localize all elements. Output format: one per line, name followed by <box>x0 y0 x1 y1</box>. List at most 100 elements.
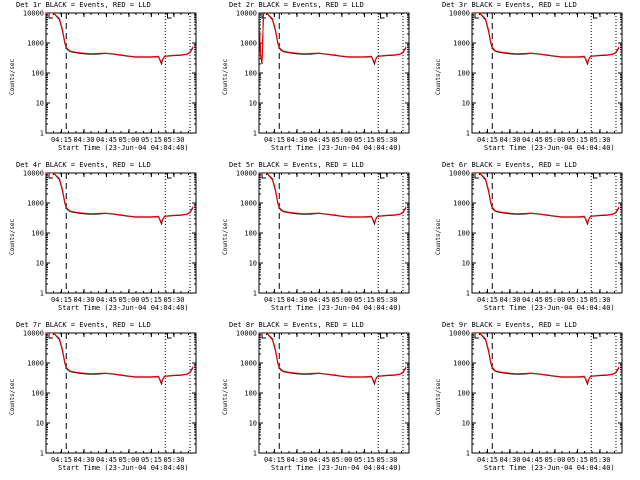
top-marker <box>380 173 385 179</box>
x-tick-label: 05:00 <box>544 456 565 464</box>
lld-series-line <box>259 173 407 225</box>
y-tick-label: 10 <box>36 260 44 268</box>
x-tick-label: 04:30 <box>499 296 520 304</box>
x-tick-label: 04:45 <box>96 296 117 304</box>
x-tick-label: 05:30 <box>589 296 610 304</box>
panel-title: Det 9r BLACK = Events, RED = LLD <box>442 321 577 329</box>
y-tick-label: 1000 <box>240 360 257 368</box>
events-series-line <box>46 333 194 386</box>
x-axis-label: Start Time (23-Jun-04 04:04:40) <box>484 464 615 472</box>
top-marker <box>48 333 53 339</box>
x-tick-label: 05:30 <box>589 456 610 464</box>
events-series-line <box>472 333 620 386</box>
x-tick-label: 05:30 <box>376 296 397 304</box>
x-tick-label: 05:15 <box>567 136 588 144</box>
lld-series-line <box>259 333 407 385</box>
top-marker <box>261 13 266 19</box>
x-tick-label: 05:00 <box>118 456 139 464</box>
x-tick-label: 05:00 <box>544 296 565 304</box>
events-series-line <box>259 13 407 66</box>
top-marker <box>167 333 172 339</box>
plot-frame <box>258 172 410 294</box>
x-tick-label: 04:45 <box>522 456 543 464</box>
x-axis-label: Start Time (23-Jun-04 04:04:40) <box>271 144 402 152</box>
detector-panel-3: Det 3r BLACK = Events, RED = LLD 1 10 100 10… <box>426 0 639 160</box>
y-tick-label: 10000 <box>23 330 44 338</box>
y-tick-label: 1 <box>253 290 257 298</box>
x-tick-label: 05:00 <box>118 296 139 304</box>
panel-title: Det 1r BLACK = Events, RED = LLD <box>16 1 151 9</box>
panel-svg: 1 10 100 1000 10000 04:15 04:30 04:45 05:00 05:15… <box>236 330 410 464</box>
y-tick-label: 1000 <box>240 200 257 208</box>
x-axis-label: Start Time (23-Jun-04 04:04:40) <box>58 464 189 472</box>
x-axis-label: Start Time (23-Jun-04 04:04:40) <box>58 144 189 152</box>
y-tick-label: 1 <box>466 290 470 298</box>
x-tick-label: 04:45 <box>522 296 543 304</box>
y-axis-label: Counts/sec <box>9 218 16 255</box>
detector-panel-8: Det 8r BLACK = Events, RED = LLD 1 10 100 10… <box>213 320 426 480</box>
x-tick-label: 04:15 <box>51 456 72 464</box>
x-tick-label: 04:15 <box>477 296 498 304</box>
detector-panel-9: Det 9r BLACK = Events, RED = LLD 1 10 100 10… <box>426 320 639 480</box>
series-group <box>472 333 620 386</box>
detector-panel-2: Det 2r BLACK = Events, RED = LLD 1 10 100 10… <box>213 0 426 160</box>
x-tick-label: 04:30 <box>73 136 94 144</box>
y-axis-label: Counts/sec <box>222 218 229 255</box>
y-axis-label: Counts/sec <box>222 378 229 415</box>
y-tick-label: 10 <box>36 420 44 428</box>
x-axis-label: Start Time (23-Jun-04 04:04:40) <box>484 304 615 312</box>
y-tick-label: 100 <box>457 230 470 238</box>
top-marker <box>593 173 598 179</box>
plot-frame <box>258 332 410 454</box>
y-tick-label: 100 <box>244 230 257 238</box>
y-tick-label: 100 <box>457 390 470 398</box>
y-tick-label: 10 <box>462 420 470 428</box>
events-series-line <box>46 13 194 66</box>
x-tick-label: 04:45 <box>309 296 330 304</box>
plot-frame <box>471 332 623 454</box>
top-marker <box>474 333 479 339</box>
top-marker <box>593 333 598 339</box>
events-series-line <box>259 333 407 386</box>
x-tick-label: 05:15 <box>141 136 162 144</box>
x-axis-label: Start Time (23-Jun-04 04:04:40) <box>484 144 615 152</box>
top-marker <box>474 173 479 179</box>
x-tick-label: 04:30 <box>286 456 307 464</box>
events-series-line <box>259 173 407 226</box>
detector-panel-7: Det 7r BLACK = Events, RED = LLD 1 10 100 10… <box>0 320 213 480</box>
plot-frame <box>45 172 197 294</box>
y-tick-label: 1000 <box>453 360 470 368</box>
series-group <box>259 173 407 226</box>
series-group <box>259 333 407 386</box>
x-tick-label: 05:15 <box>567 296 588 304</box>
x-tick-label: 04:30 <box>73 296 94 304</box>
x-tick-label: 04:15 <box>51 296 72 304</box>
plot-frame <box>45 12 197 134</box>
x-axis-label: Start Time (23-Jun-04 04:04:40) <box>271 464 402 472</box>
y-tick-label: 10000 <box>236 330 257 338</box>
panel-svg: 1 10 100 1000 10000 04:15 04:30 04:45 05:00 05:15… <box>449 330 623 464</box>
y-tick-label: 1 <box>466 450 470 458</box>
events-series-line <box>472 13 620 66</box>
lld-series-line <box>259 13 407 65</box>
y-tick-label: 10 <box>249 100 257 108</box>
x-tick-label: 05:00 <box>544 136 565 144</box>
y-tick-label: 10000 <box>449 330 470 338</box>
plot-frame <box>258 12 410 134</box>
x-tick-label: 04:45 <box>309 456 330 464</box>
y-tick-label: 1000 <box>27 360 44 368</box>
x-tick-label: 04:15 <box>264 296 285 304</box>
y-tick-label: 10 <box>36 100 44 108</box>
y-tick-label: 1000 <box>27 40 44 48</box>
events-series-line <box>46 173 194 226</box>
x-tick-label: 05:30 <box>376 456 397 464</box>
x-tick-label: 05:30 <box>163 456 184 464</box>
y-axis-label: Counts/sec <box>9 58 16 95</box>
x-tick-label: 05:30 <box>163 296 184 304</box>
detector-panel-1: Det 1r BLACK = Events, RED = LLD 1 10 100 10… <box>0 0 213 160</box>
detector-panel-6: Det 6r BLACK = Events, RED = LLD 1 10 100 10… <box>426 160 639 320</box>
series-group <box>259 13 407 66</box>
x-tick-label: 04:30 <box>286 296 307 304</box>
panel-svg: 1 10 100 1000 10000 04:15 04:30 04:45 05:00 05:15… <box>236 170 410 304</box>
